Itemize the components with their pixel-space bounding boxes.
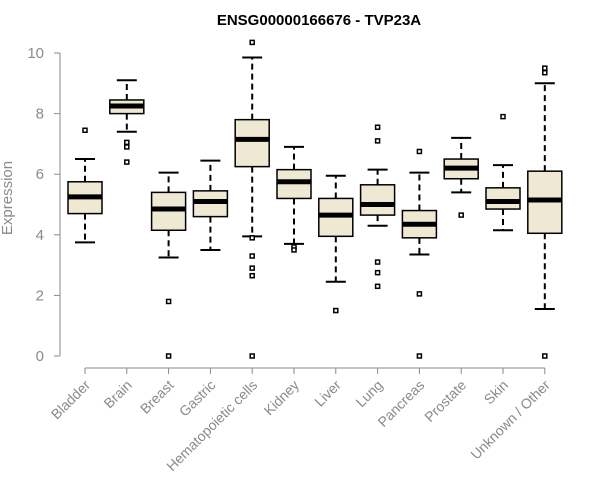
- outlier-point: [249, 235, 255, 241]
- x-tick-label: Unknown / Other: [467, 377, 553, 463]
- y-tick-label: 10: [27, 45, 44, 62]
- x-tick-label: Lung: [352, 377, 385, 410]
- box-group: [443, 136, 479, 218]
- x-tick-label: Kidney: [261, 377, 303, 419]
- outlier-point: [542, 69, 548, 76]
- outlier-point: [82, 127, 88, 134]
- y-tick-label: 4: [36, 227, 44, 244]
- outlier-point: [249, 272, 255, 279]
- y-axis-label: Expression: [0, 161, 16, 235]
- y-tick-label: 6: [36, 166, 44, 183]
- outlier-point: [374, 124, 381, 130]
- outlier-point: [416, 291, 423, 297]
- outlier-point: [291, 247, 297, 253]
- outlier-point: [249, 253, 255, 259]
- x-tick-label: Bladder: [48, 377, 94, 423]
- outlier-point: [542, 65, 548, 71]
- chart-title: ENSG00000166676 - TVP23A: [217, 12, 421, 29]
- outlier-point: [458, 212, 464, 218]
- box-group: [359, 124, 396, 290]
- x-tick-label: Breast: [137, 377, 177, 417]
- box-group: [67, 127, 103, 244]
- outlier-point: [165, 353, 172, 359]
- iqr-box: [485, 187, 521, 210]
- box-group: [234, 39, 270, 359]
- outlier-point: [500, 113, 506, 120]
- box-group: [109, 79, 145, 165]
- outlier-point: [124, 159, 130, 165]
- outlier-point: [333, 307, 339, 314]
- outlier-point: [374, 259, 381, 265]
- iqr-box: [234, 118, 270, 168]
- outlier-point: [416, 148, 423, 155]
- box-group: [527, 65, 563, 359]
- outlier-point: [542, 353, 548, 359]
- outlier-point: [374, 283, 381, 290]
- x-tick-label: Skin: [481, 377, 512, 408]
- outlier-point: [374, 269, 381, 276]
- outlier-point: [124, 139, 130, 146]
- box-group: [485, 113, 521, 232]
- outlier-point: [124, 144, 130, 150]
- box-group: [318, 174, 354, 314]
- y-tick-label: 0: [36, 348, 44, 365]
- x-tick-label: Prostate: [421, 377, 469, 425]
- outlier-point: [249, 265, 255, 271]
- box-group: [401, 148, 438, 359]
- y-tick-label: 8: [36, 106, 44, 123]
- x-tick-label: Liver: [311, 377, 344, 410]
- y-axis: 0 2 4 6 8 10: [27, 45, 61, 365]
- outlier-point: [165, 298, 172, 305]
- outlier-point: [249, 39, 255, 46]
- box-group: [192, 159, 229, 251]
- plot-area: [67, 39, 563, 359]
- x-tick-label: Brain: [100, 377, 134, 411]
- box-group: [150, 171, 187, 359]
- y-tick-label: 2: [36, 287, 44, 304]
- outlier-point: [416, 353, 423, 359]
- outlier-point: [374, 138, 381, 144]
- outlier-point: [249, 353, 255, 359]
- box-group: [276, 145, 312, 253]
- iqr-box: [359, 184, 396, 216]
